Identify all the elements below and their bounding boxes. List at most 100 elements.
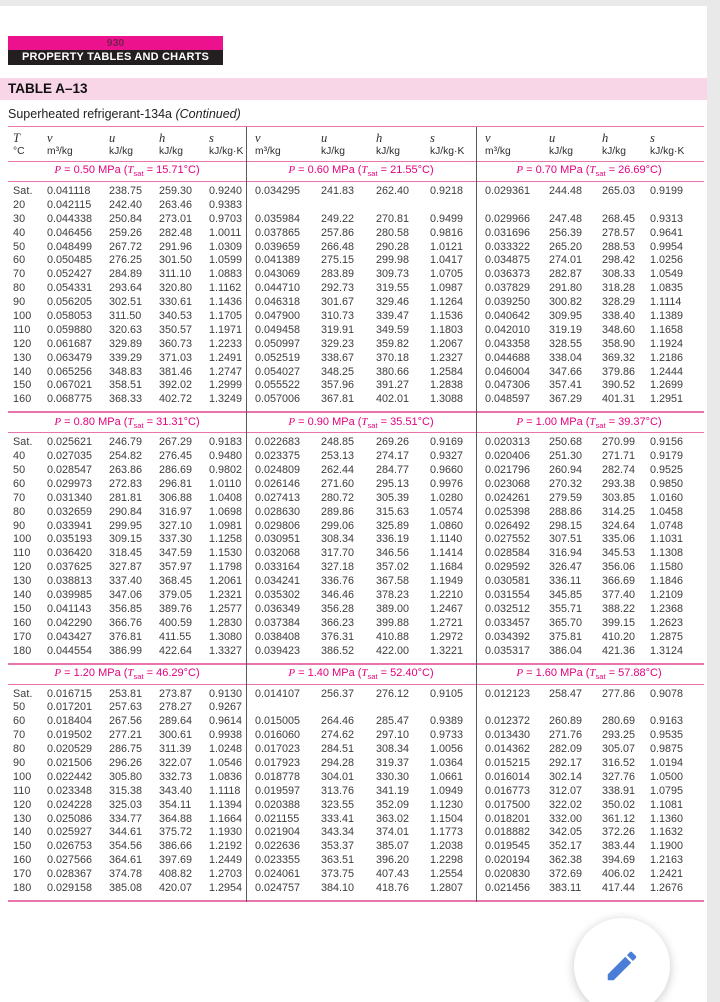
value-cell: 391.27 [376,379,410,392]
col-header-v: v m³/kg [485,131,511,157]
value-cell: 277.86 [602,687,636,700]
value-cell: 0.032512 [485,602,531,615]
value-cell: 399.15 [602,616,636,629]
value-cell: 399.88 [376,616,410,629]
value-cell: 242.40 [109,198,143,211]
value-group: 0.040642 309.95 338.40 1.1389 [476,310,702,324]
value-cell: 259.26 [109,226,143,239]
value-cell: 1.1031 [650,533,684,546]
value-cell: 308.33 [602,268,636,281]
table-row: 170 0.043427 376.81 411.55 1.3080 0.038408 376… [8,631,704,645]
table-row: 140 0.065256 348.83 381.46 1.2747 0.054027 348… [8,366,704,380]
column-header-row: T °C v m³/kg u kJ/kg h kJ/kg s kJ/kg·K v m³/k… [8,127,704,162]
col-header-u: u kJ/kg [549,131,574,157]
value-cell: 290.28 [376,240,410,253]
value-cell: 1.2038 [430,840,464,853]
value-cell: 293.38 [602,477,636,490]
value-cell: 268.45 [602,212,636,225]
value-cell: 350.02 [602,798,636,811]
value-cell: 259.30 [159,185,193,197]
header-group-1: v m³/kg u kJ/kg h kJ/kg s kJ/kg·K [44,131,246,158]
value-cell: 1.2192 [209,840,243,853]
value-cell: 1.2972 [430,630,464,643]
value-cell: 1.1114 [650,296,682,309]
value-group: 0.030581 336.11 366.69 1.1846 [476,575,702,589]
table-row: 180 0.044554 386.99 422.64 1.3327 0.039423 386… [8,645,704,659]
value-cell: 317.70 [321,547,355,560]
value-cell: 0.028367 [47,868,93,881]
value-group: 0.042115 242.40 263.46 0.9383 [44,199,246,213]
value-cell: 0.033941 [47,519,93,532]
value-cell: 358.51 [109,379,143,392]
value-group: 0.059880 320.63 350.57 1.1971 [44,324,246,338]
value-cell: 325.89 [376,519,410,532]
value-group: 0.029158 385.08 420.07 1.2954 [44,882,246,896]
value-cell: 0.022442 [47,770,93,783]
value-cell: 0.016773 [485,784,531,797]
value-group: 0.035984 249.22 270.81 0.9499 [246,213,476,227]
value-cell: 354.11 [159,798,192,811]
value-cell: 1.1773 [430,826,464,839]
value-cell: 353.37 [321,840,355,853]
value-cell: 298.42 [602,254,636,267]
value-cell: 1.2838 [430,379,464,392]
value-cell: 367.29 [549,393,583,406]
value-cell: 314.25 [602,505,636,518]
value-cell: 0.031340 [47,491,93,504]
value-cell: 271.60 [321,477,355,490]
value-cell: 376.81 [109,630,143,643]
value-cell [549,701,602,715]
value-cell: 402.01 [376,393,410,406]
value-group: 0.037829 291.80 318.28 1.0835 [476,282,702,296]
value-cell: 0.9802 [209,464,243,477]
value-cell: 327.10 [159,519,193,532]
value-group: 0.039250 300.82 328.29 1.1114 [476,296,702,310]
value-cell: 0.047900 [255,310,301,323]
value-cell: 378.23 [376,589,410,602]
edit-fab[interactable] [574,918,670,1002]
value-cell: 1.1798 [209,561,243,574]
value-cell: 0.9733 [430,729,464,742]
value-cell: 366.69 [602,575,636,588]
value-cell: 1.1140 [430,533,463,546]
value-group: 0.016715 253.81 273.87 0.9130 [44,688,246,702]
value-group: 0.018201 332.00 361.12 1.1360 [476,813,702,827]
value-cell: 280.69 [602,715,636,728]
value-cell: 295.13 [376,477,410,490]
value-cell: 0.030951 [255,533,301,546]
value-cell: 364.88 [159,812,193,825]
value-cell: 1.0417 [430,254,464,267]
value-group: 0.020529 286.75 311.39 1.0248 [44,743,246,757]
value-cell: 0.024228 [47,798,93,811]
value-group: 0.058053 311.50 340.53 1.1705 [44,310,246,324]
value-cell: 406.02 [602,868,636,881]
value-group: 0.037625 327.87 357.97 1.1798 [44,561,246,575]
value-cell: 374.78 [109,868,143,881]
temperature-cell: 70 [13,491,26,504]
value-group: 0.023355 363.51 396.20 1.2298 [246,854,476,868]
value-group: 0.016014 302.14 327.76 1.0500 [476,771,702,785]
col-header-h: h kJ/kg [602,131,627,157]
value-cell: 0.012123 [485,687,531,700]
value-cell: 1.1264 [430,296,464,309]
value-cell: 0.9660 [430,464,464,477]
value-cell: 329.46 [376,296,410,309]
value-cell: 376.31 [321,630,355,643]
temperature-cell: 70 [13,268,26,281]
value-cell: 286.69 [159,464,193,477]
value-cell: 322.07 [159,756,193,769]
table-row: 80 0.032659 290.84 316.97 1.0698 0.028630 289.… [8,506,704,520]
value-cell: 380.66 [376,365,410,378]
value-cell: 394.69 [602,854,636,867]
value-group: 0.054027 348.25 380.66 1.2584 [246,366,476,380]
value-cell: 345.85 [549,589,583,602]
value-cell: 1.0949 [430,784,464,797]
value-cell: 0.9703 [209,212,243,225]
value-cell: 0.9383 [209,198,243,211]
value-cell: 386.04 [549,644,583,657]
table-row: Sat. 0.016715 253.81 273.87 0.9130 0.014107 25… [8,688,704,702]
value-cell: 386.99 [109,644,143,657]
value-cell: 0.9499 [430,212,464,225]
value-group: 0.021506 296.26 322.07 1.0546 [44,757,246,771]
value-cell: 271.76 [549,729,583,742]
